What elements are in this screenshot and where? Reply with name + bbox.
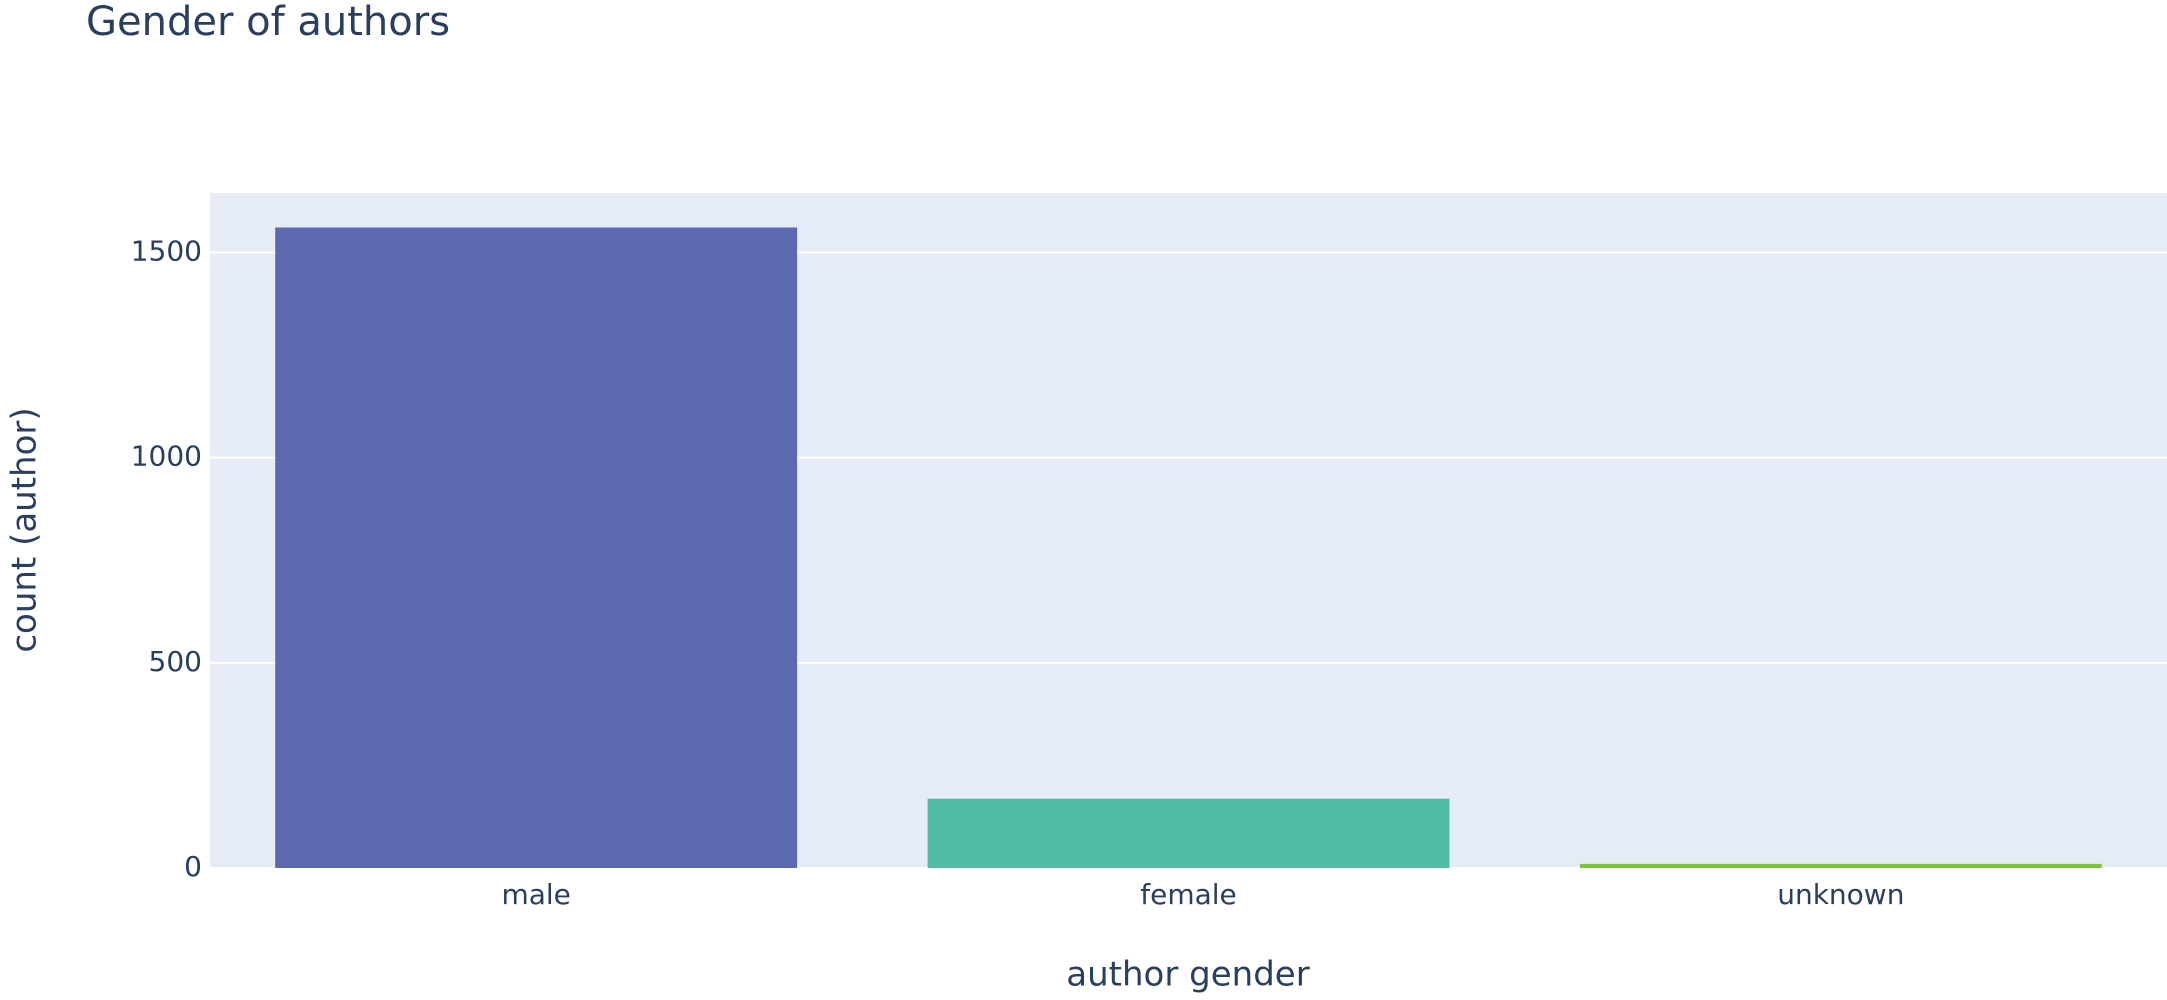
chart-title: Gender of authors bbox=[86, 0, 450, 45]
y-tick-label: 0 bbox=[184, 850, 202, 883]
bar bbox=[275, 227, 798, 868]
x-tick-label: male bbox=[501, 878, 570, 911]
bar bbox=[1579, 863, 2102, 868]
x-tick-label: female bbox=[1140, 878, 1237, 911]
x-axis-title: author gender bbox=[1066, 955, 1309, 995]
y-tick-label: 500 bbox=[149, 645, 202, 678]
y-tick-label: 1000 bbox=[131, 440, 202, 473]
y-tick-label: 1500 bbox=[131, 234, 202, 267]
x-tick-label: unknown bbox=[1777, 878, 1904, 911]
y-axis-title: count (author) bbox=[5, 407, 45, 652]
bar bbox=[927, 798, 1450, 868]
